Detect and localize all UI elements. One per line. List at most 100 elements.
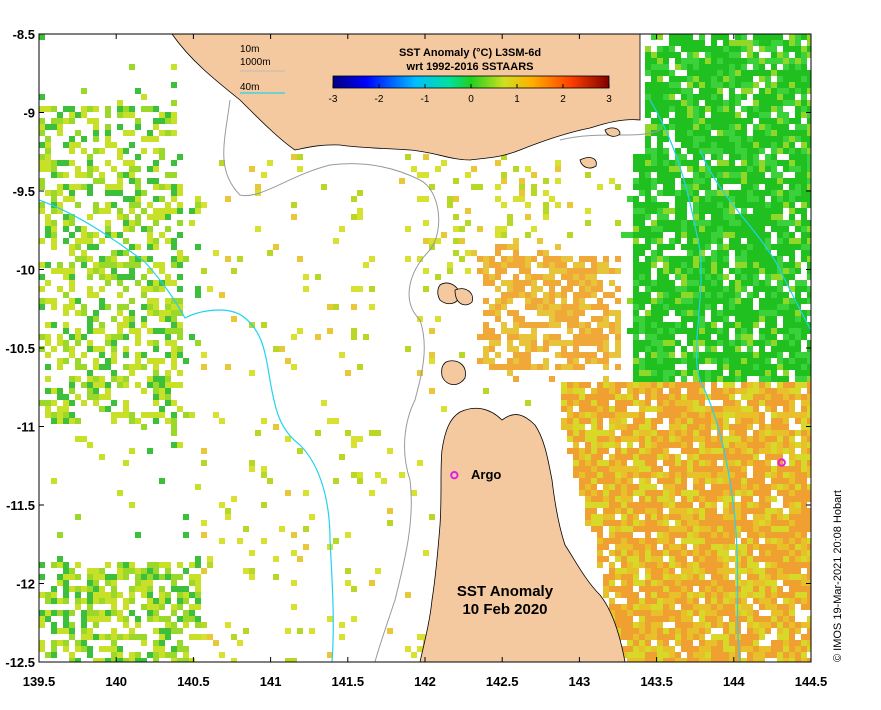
- sst-pixel: [69, 142, 75, 148]
- sst-pixel: [615, 310, 621, 316]
- sst-pixel: [585, 340, 591, 346]
- sst-pixel: [795, 124, 801, 130]
- sst-pixel: [129, 610, 135, 616]
- sst-pixel: [111, 574, 117, 580]
- sst-pixel: [57, 364, 63, 370]
- sst-pixel: [717, 352, 723, 358]
- sst-pixel: [789, 412, 795, 418]
- sst-pixel: [717, 142, 723, 148]
- sst-pixel: [603, 442, 609, 448]
- sst-pixel: [207, 634, 213, 640]
- sst-pixel: [579, 400, 585, 406]
- sst-pixel: [729, 430, 735, 436]
- sst-pixel: [705, 358, 711, 364]
- sst-pixel: [651, 448, 657, 454]
- sst-pixel: [135, 256, 141, 262]
- sst-pixel: [627, 562, 633, 568]
- sst-pixel: [633, 382, 639, 388]
- sst-pixel: [747, 106, 753, 112]
- sst-pixel: [159, 262, 165, 268]
- sst-pixel: [771, 244, 777, 250]
- sst-pixel: [105, 256, 111, 262]
- sst-pixel: [669, 328, 675, 334]
- sst-pixel: [105, 364, 111, 370]
- sst-pixel: [645, 568, 651, 574]
- sst-pixel: [597, 286, 603, 292]
- x-tick-label: 144: [723, 674, 745, 689]
- sst-pixel: [525, 202, 531, 208]
- sst-pixel: [57, 334, 63, 340]
- sst-pixel: [291, 580, 297, 586]
- sst-pixel: [135, 634, 141, 640]
- sst-pixel: [765, 568, 771, 574]
- sst-pixel: [681, 526, 687, 532]
- sst-pixel: [681, 490, 687, 496]
- sst-pixel: [597, 442, 603, 448]
- sst-pixel: [675, 658, 681, 662]
- sst-pixel: [651, 484, 657, 490]
- sst-pixel: [57, 124, 63, 130]
- sst-pixel: [651, 358, 657, 364]
- sst-pixel: [645, 442, 651, 448]
- sst-pixel: [741, 592, 747, 598]
- sst-pixel: [105, 262, 111, 268]
- sst-pixel: [93, 394, 99, 400]
- sst-pixel: [753, 616, 759, 622]
- sst-pixel: [81, 304, 87, 310]
- sst-pixel: [765, 472, 771, 478]
- sst-pixel: [69, 376, 75, 382]
- sst-pixel: [807, 292, 811, 298]
- sst-pixel: [57, 532, 63, 538]
- sst-pixel: [609, 496, 615, 502]
- sst-pixel: [39, 286, 45, 292]
- sst-pixel: [645, 466, 651, 472]
- sst-pixel: [495, 184, 501, 190]
- sst-pixel: [171, 340, 177, 346]
- sst-pixel: [117, 322, 123, 328]
- sst-pixel: [717, 514, 723, 520]
- sst-pixel: [651, 568, 657, 574]
- sst-pixel: [789, 196, 795, 202]
- sst-pixel: [747, 640, 753, 646]
- sst-pixel: [807, 52, 811, 58]
- sst-pixel: [165, 214, 171, 220]
- sst-pixel: [729, 412, 735, 418]
- sst-pixel: [807, 586, 811, 592]
- sst-pixel: [579, 280, 585, 286]
- sst-pixel: [579, 382, 585, 388]
- sst-pixel: [573, 430, 579, 436]
- sst-pixel: [39, 208, 45, 214]
- sst-pixel: [573, 292, 579, 298]
- sst-pixel: [357, 208, 363, 214]
- sst-pixel: [771, 364, 777, 370]
- colorbar-tick-label: -2: [375, 94, 384, 105]
- sst-pixel: [561, 352, 567, 358]
- sst-pixel: [753, 352, 759, 358]
- sst-pixel: [759, 40, 765, 46]
- sst-pixel: [507, 340, 513, 346]
- sst-pixel: [807, 220, 811, 226]
- sst-pixel: [765, 442, 771, 448]
- sst-pixel: [645, 148, 651, 154]
- sst-pixel: [663, 328, 669, 334]
- sst-pixel: [681, 436, 687, 442]
- sst-pixel: [777, 94, 783, 100]
- sst-pixel: [651, 430, 657, 436]
- sst-pixel: [639, 562, 645, 568]
- sst-pixel: [741, 244, 747, 250]
- sst-pixel: [807, 568, 811, 574]
- sst-pixel: [633, 214, 639, 220]
- sst-pixel: [543, 334, 549, 340]
- sst-pixel: [93, 148, 99, 154]
- sst-pixel: [777, 454, 783, 460]
- sst-pixel: [615, 220, 621, 226]
- sst-pixel: [675, 610, 681, 616]
- sst-pixel: [669, 634, 675, 640]
- sst-pixel: [549, 274, 555, 280]
- sst-pixel: [801, 184, 807, 190]
- sst-pixel: [165, 274, 171, 280]
- sst-pixel: [573, 460, 579, 466]
- sst-pixel: [669, 394, 675, 400]
- sst-pixel: [675, 484, 681, 490]
- sst-pixel: [651, 622, 657, 628]
